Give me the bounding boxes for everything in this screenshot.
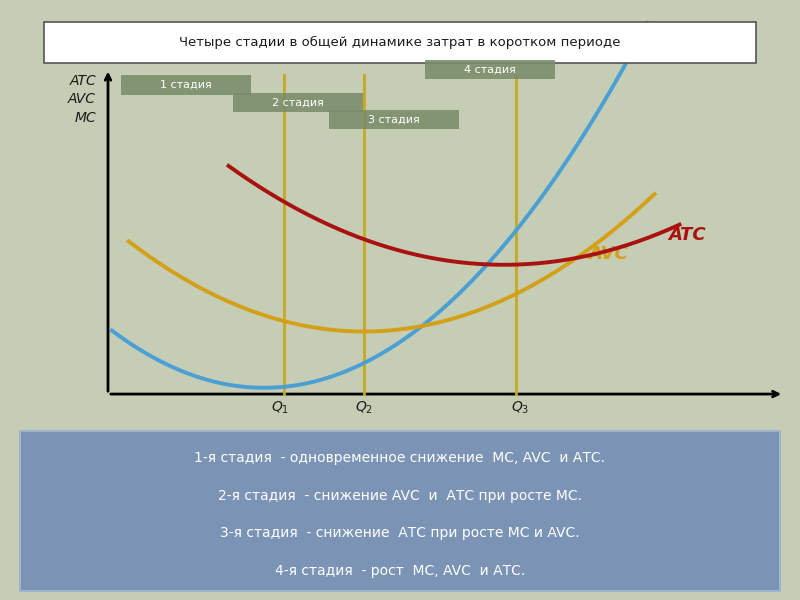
- Text: AVC: AVC: [68, 92, 96, 106]
- FancyBboxPatch shape: [425, 60, 555, 79]
- Text: MC: MC: [601, 45, 631, 63]
- FancyBboxPatch shape: [329, 110, 459, 129]
- Text: Четыре стадии в общей динамике затрат в коротком периоде: Четыре стадии в общей динамике затрат в …: [179, 35, 621, 49]
- Text: 3-я стадия  - снижение  АТС при росте МС и AVC.: 3-я стадия - снижение АТС при росте МС и…: [220, 526, 580, 540]
- Text: $Q_2$: $Q_2$: [355, 400, 373, 416]
- Text: 2 стадия: 2 стадия: [272, 98, 324, 107]
- Text: $Q_3$: $Q_3$: [511, 400, 529, 416]
- FancyBboxPatch shape: [44, 22, 756, 62]
- Text: 2-я стадия  - снижение AVC  и  АТС при росте МС.: 2-я стадия - снижение AVC и АТС при рост…: [218, 490, 582, 503]
- FancyBboxPatch shape: [233, 93, 363, 112]
- Text: AVC: AVC: [588, 245, 628, 263]
- FancyBboxPatch shape: [20, 431, 780, 590]
- Text: ATC: ATC: [70, 74, 96, 88]
- Text: $Q_1$: $Q_1$: [271, 400, 289, 416]
- Text: 3 стадия: 3 стадия: [368, 114, 420, 124]
- Text: ATC: ATC: [668, 226, 706, 244]
- Text: 4 стадия: 4 стадия: [464, 65, 516, 74]
- Text: 4-я стадия  - рост  МС, AVC  и АТС.: 4-я стадия - рост МС, AVC и АТС.: [275, 565, 525, 578]
- Text: 1 стадия: 1 стадия: [160, 80, 212, 90]
- Text: 1-я стадия  - одновременное снижение  МС, AVC  и АТС.: 1-я стадия - одновременное снижение МС, …: [194, 451, 606, 465]
- Text: MC: MC: [74, 110, 96, 125]
- FancyBboxPatch shape: [121, 76, 251, 95]
